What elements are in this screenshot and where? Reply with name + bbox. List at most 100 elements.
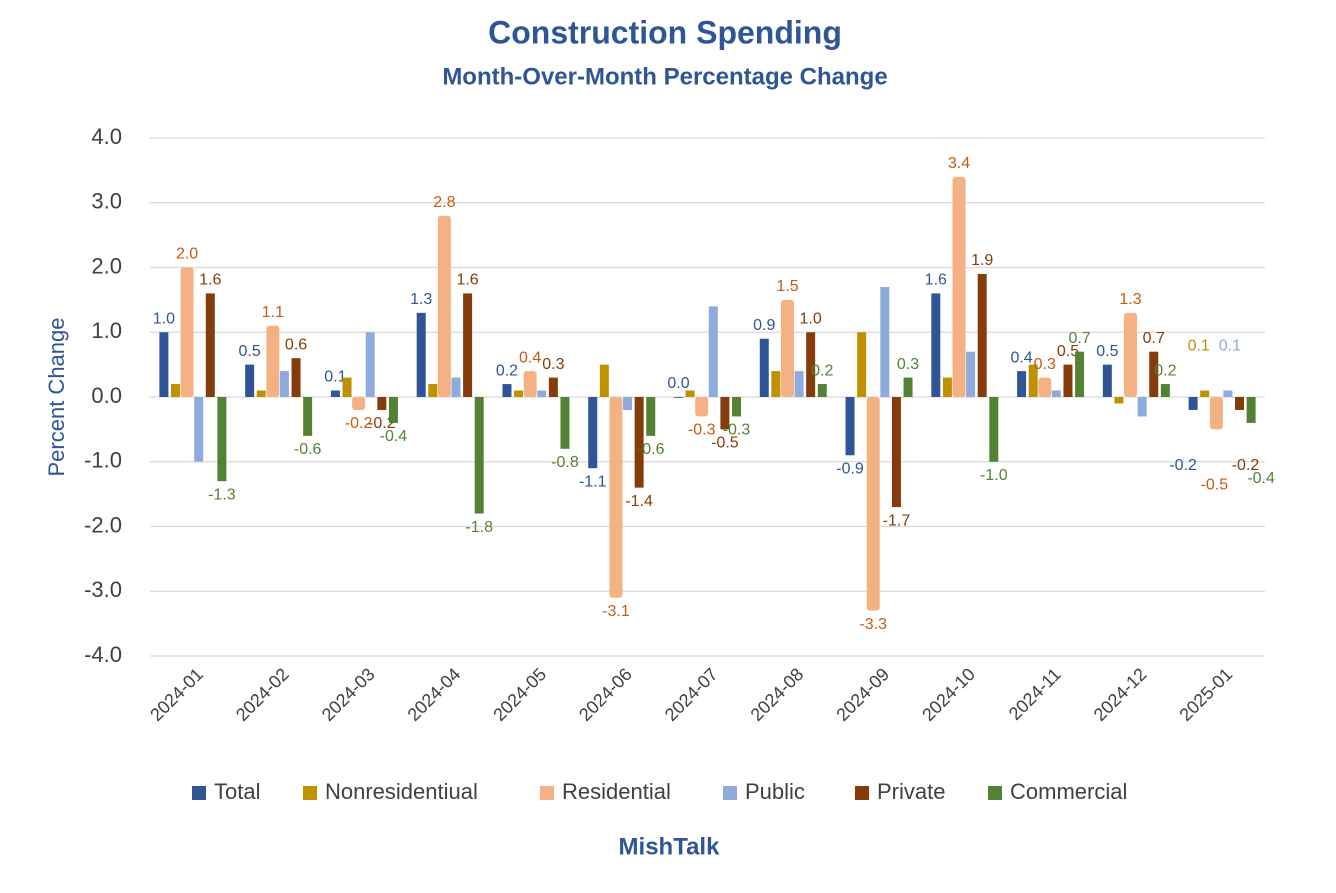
y-tick-label: 3.0 [91, 189, 122, 214]
bar [388, 397, 398, 423]
value-label: 1.9 [971, 252, 993, 269]
bar [1149, 351, 1159, 397]
bar [560, 397, 570, 449]
bar [303, 397, 313, 436]
y-tick-label: -1.0 [84, 448, 122, 473]
value-label: -0.3 [688, 422, 716, 439]
bar [646, 397, 656, 436]
value-label: 1.6 [925, 272, 947, 289]
y-tick-label: -2.0 [84, 512, 122, 537]
value-label: 0.7 [1143, 330, 1165, 347]
value-label: 0.1 [324, 369, 346, 386]
bar [428, 384, 438, 397]
value-label: 0.3 [897, 356, 919, 373]
value-label: 0.0 [667, 375, 689, 392]
x-tick-label: 2024-02 [232, 664, 293, 725]
bar [279, 371, 289, 397]
bar [880, 286, 890, 397]
bar [1160, 384, 1170, 397]
x-tick-label: 2025-01 [1175, 664, 1236, 725]
value-label: -1.1 [579, 473, 607, 490]
value-label: 1.6 [199, 272, 221, 289]
bar [989, 397, 999, 462]
bar [330, 390, 340, 397]
footer: MishTalk [619, 833, 721, 860]
value-label: -0.2 [1169, 457, 1197, 474]
value-label: 1.3 [410, 291, 432, 308]
bar [1102, 364, 1112, 397]
x-tick-label: 2024-10 [918, 664, 979, 725]
bar [588, 397, 598, 469]
value-label: -0.2 [345, 415, 373, 432]
bar [352, 397, 366, 410]
bar [674, 397, 683, 398]
value-label: 1.0 [153, 310, 175, 327]
bar [1200, 390, 1210, 397]
bar [1235, 397, 1245, 410]
bar [194, 397, 204, 462]
legend-label: Private [877, 779, 945, 804]
value-label: 0.6 [285, 336, 307, 353]
x-tick-label: 2024-03 [318, 664, 379, 725]
bar [952, 176, 966, 397]
legend-swatch [855, 786, 869, 800]
bar [180, 267, 194, 397]
value-label: 0.4 [1010, 349, 1032, 366]
legend-swatch [303, 786, 317, 800]
value-label: 1.1 [262, 304, 284, 321]
value-label: 1.3 [1119, 291, 1141, 308]
legend-label: Public [745, 779, 805, 804]
legend-label: Nonresidentiual [325, 779, 478, 804]
y-tick-label: 2.0 [91, 253, 122, 278]
chart-title: Construction Spending [488, 14, 842, 50]
bar [377, 397, 387, 410]
bar [342, 377, 352, 397]
value-label: 0.1 [1219, 338, 1241, 355]
value-label: -0.9 [836, 460, 864, 477]
bar [771, 371, 781, 397]
value-label: -0.6 [294, 441, 322, 458]
bar [1063, 364, 1073, 397]
value-label: 1.5 [776, 278, 798, 295]
value-label: 1.0 [800, 310, 822, 327]
value-label: -3.3 [859, 616, 887, 633]
bar [170, 384, 180, 397]
value-label: 3.4 [948, 155, 970, 172]
bar [609, 397, 623, 598]
bar [623, 397, 633, 410]
bar [291, 358, 301, 397]
x-tick-label: 2024-09 [832, 664, 893, 725]
bar [845, 397, 855, 456]
bar [794, 371, 804, 397]
bar [205, 293, 215, 397]
value-label: 0.5 [1096, 343, 1118, 360]
bar [780, 299, 794, 397]
bar [720, 397, 730, 430]
bar [463, 293, 473, 397]
bar [732, 397, 741, 417]
value-label: 0.3 [1034, 356, 1056, 373]
bar [931, 293, 941, 397]
chart-subtitle: Month-Over-Month Percentage Change [442, 63, 887, 90]
value-label: -1.0 [980, 467, 1008, 484]
value-label: -0.6 [637, 441, 665, 458]
legend-swatch [540, 786, 554, 800]
bar [685, 390, 695, 397]
bar [159, 332, 169, 397]
bar [451, 377, 461, 397]
bar [256, 390, 266, 397]
x-tick-label: 2024-06 [575, 664, 636, 725]
value-label: -0.2 [1232, 457, 1260, 474]
x-tick-label: 2024-07 [661, 664, 722, 725]
bar [416, 312, 426, 397]
value-label: -1.3 [208, 486, 236, 503]
bar [966, 351, 976, 397]
x-tick-label: 2024-12 [1090, 664, 1151, 725]
legend-label: Residential [562, 779, 671, 804]
bar [245, 364, 255, 397]
x-tick-label: 2024-11 [1005, 664, 1065, 724]
x-tick-label: 2024-05 [489, 664, 550, 725]
bar [365, 332, 375, 397]
value-label: -0.5 [1201, 477, 1229, 494]
